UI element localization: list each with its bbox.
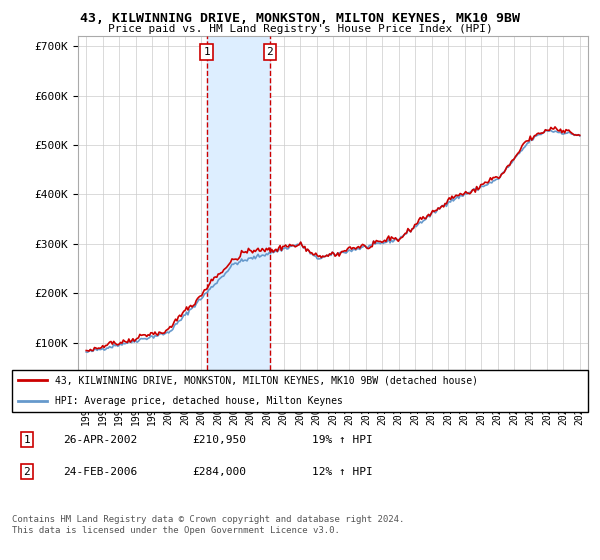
Text: 2: 2	[23, 466, 31, 477]
Text: 26-APR-2002: 26-APR-2002	[63, 435, 137, 445]
Text: 43, KILWINNING DRIVE, MONKSTON, MILTON KEYNES, MK10 9BW: 43, KILWINNING DRIVE, MONKSTON, MILTON K…	[80, 12, 520, 25]
Text: £210,950: £210,950	[192, 435, 246, 445]
Text: 43, KILWINNING DRIVE, MONKSTON, MILTON KEYNES, MK10 9BW (detached house): 43, KILWINNING DRIVE, MONKSTON, MILTON K…	[55, 375, 478, 385]
Text: This data is licensed under the Open Government Licence v3.0.: This data is licensed under the Open Gov…	[12, 526, 340, 535]
Text: 19% ↑ HPI: 19% ↑ HPI	[312, 435, 373, 445]
Text: 2: 2	[266, 47, 273, 57]
Bar	[206, 36, 269, 392]
Text: Contains HM Land Registry data © Crown copyright and database right 2024.: Contains HM Land Registry data © Crown c…	[12, 515, 404, 524]
Text: 1: 1	[23, 435, 31, 445]
Text: Price paid vs. HM Land Registry's House Price Index (HPI): Price paid vs. HM Land Registry's House …	[107, 24, 493, 34]
Text: £284,000: £284,000	[192, 466, 246, 477]
Text: 12% ↑ HPI: 12% ↑ HPI	[312, 466, 373, 477]
Text: HPI: Average price, detached house, Milton Keynes: HPI: Average price, detached house, Milt…	[55, 396, 343, 406]
Text: 1: 1	[203, 47, 210, 57]
Text: 24-FEB-2006: 24-FEB-2006	[63, 466, 137, 477]
